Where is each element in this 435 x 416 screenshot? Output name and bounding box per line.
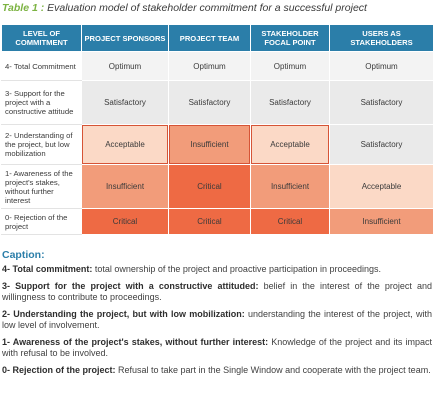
rating-cell: Optimum bbox=[81, 51, 169, 81]
rating-cell: Acceptable bbox=[250, 124, 330, 165]
caption-description: total ownership of the project and proac… bbox=[92, 264, 382, 274]
caption-item: 4- Total commitment: total ownership of … bbox=[2, 264, 432, 275]
rating-cell: Satisfactory bbox=[329, 80, 434, 125]
header-level-of-commitment: LEVEL OF COMMITMENT bbox=[1, 24, 82, 52]
table-row: 0- Rejection of the project Critical Cri… bbox=[1, 208, 434, 235]
table-row: 1- Awareness of the project's stakes, wi… bbox=[1, 164, 434, 209]
table-row: 2- Understanding of the project, but low… bbox=[1, 124, 434, 165]
caption-item: 2- Understanding the project, but with l… bbox=[2, 309, 432, 331]
rating-cell: Satisfactory bbox=[250, 80, 330, 125]
caption-section: Caption: 4- Total commitment: total owne… bbox=[2, 250, 432, 382]
caption-description: Knowledge of the project and its impact … bbox=[2, 337, 433, 358]
header-project-sponsors: PROJECT SPONSORS bbox=[81, 24, 169, 52]
caption-item: 3- Support for the project with a constr… bbox=[2, 281, 432, 303]
rating-cell: Critical bbox=[168, 164, 251, 209]
caption-term: 0- Rejection of the project: bbox=[2, 365, 116, 375]
caption-item: 0- Rejection of the project: Refusal to … bbox=[2, 365, 432, 376]
row-label: 4- Total Commitment bbox=[1, 51, 82, 81]
commitment-evaluation-table: LEVEL OF COMMITMENT PROJECT SPONSORS PRO… bbox=[1, 24, 434, 235]
rating-cell: Insufficient bbox=[250, 164, 330, 209]
rating-cell: Critical bbox=[81, 208, 169, 235]
table-title-text: Evaluation model of stakeholder commitme… bbox=[44, 2, 367, 14]
row-label: 2- Understanding of the project, but low… bbox=[1, 124, 82, 165]
caption-title: Caption: bbox=[2, 249, 45, 261]
table-row: 4- Total Commitment Optimum Optimum Opti… bbox=[1, 51, 434, 81]
header-stakeholder-focal-point: STAKEHOLDER FOCAL POINT bbox=[250, 24, 330, 52]
table-title: Table 1 : Evaluation model of stakeholde… bbox=[2, 2, 434, 14]
rating-cell: Satisfactory bbox=[329, 124, 434, 165]
rating-cell: Insufficient bbox=[81, 164, 169, 209]
table-number-label: Table 1 : bbox=[2, 2, 45, 14]
rating-cell: Acceptable bbox=[329, 164, 434, 209]
rating-cell: Insufficient bbox=[329, 208, 434, 235]
rating-cell: Acceptable bbox=[81, 124, 169, 165]
rating-cell: Optimum bbox=[168, 51, 251, 81]
rating-cell: Critical bbox=[250, 208, 330, 235]
row-label: 0- Rejection of the project bbox=[1, 208, 82, 235]
rating-cell: Optimum bbox=[329, 51, 434, 81]
caption-term: 4- Total commitment: bbox=[2, 264, 93, 274]
caption-item: 1- Awareness of the project's stakes, wi… bbox=[2, 337, 432, 359]
caption-term: 3- Support for the project with a constr… bbox=[2, 281, 259, 291]
row-label: 3- Support for the project with a constr… bbox=[1, 80, 82, 125]
caption-description: understanding the interest of the projec… bbox=[2, 309, 433, 330]
rating-cell: Satisfactory bbox=[81, 80, 169, 125]
caption-term: 2- Understanding the project, but with l… bbox=[2, 309, 245, 319]
caption-term: 1- Awareness of the project's stakes, wi… bbox=[2, 337, 269, 347]
rating-cell: Optimum bbox=[250, 51, 330, 81]
rating-cell: Critical bbox=[168, 208, 251, 235]
table-row: 3- Support for the project with a constr… bbox=[1, 80, 434, 125]
table-header-row: LEVEL OF COMMITMENT PROJECT SPONSORS PRO… bbox=[1, 24, 434, 52]
header-users-as-stakeholders: USERS AS STAKEHOLDERS bbox=[329, 24, 434, 52]
caption-description: Refusal to take part in the Single Windo… bbox=[115, 365, 431, 375]
row-label: 1- Awareness of the project's stakes, wi… bbox=[1, 164, 82, 209]
caption-description: belief in the interest of the project an… bbox=[2, 281, 432, 302]
rating-cell: Satisfactory bbox=[168, 80, 251, 125]
rating-cell: Insufficient bbox=[168, 124, 251, 165]
header-project-team: PROJECT TEAM bbox=[168, 24, 251, 52]
